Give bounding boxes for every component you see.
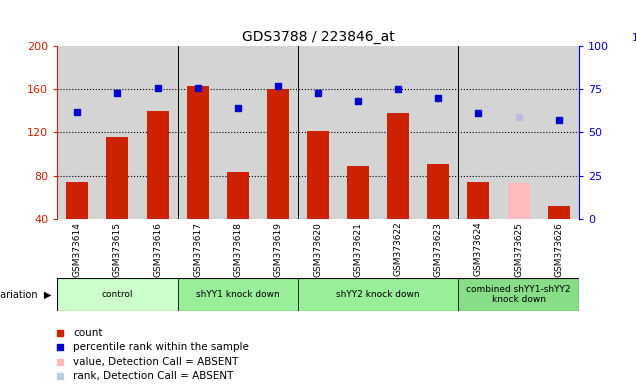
Bar — [177, 46, 218, 219]
Bar — [267, 89, 289, 219]
Text: shYY1 knock down: shYY1 knock down — [196, 290, 280, 299]
Bar — [66, 182, 88, 219]
FancyBboxPatch shape — [298, 278, 459, 311]
Bar — [258, 46, 298, 219]
Bar — [227, 172, 249, 219]
Bar — [499, 46, 539, 219]
Bar — [378, 46, 418, 219]
Text: genotype/variation  ▶: genotype/variation ▶ — [0, 290, 51, 300]
FancyBboxPatch shape — [459, 278, 579, 311]
Text: value, Detection Call = ABSENT: value, Detection Call = ABSENT — [73, 357, 238, 367]
Bar — [418, 46, 459, 219]
Text: percentile rank within the sample: percentile rank within the sample — [73, 342, 249, 353]
Bar — [347, 166, 369, 219]
Text: 100%: 100% — [632, 33, 636, 43]
Bar — [459, 46, 499, 219]
Bar — [539, 46, 579, 219]
Bar — [548, 206, 570, 219]
Text: rank, Detection Call = ABSENT: rank, Detection Call = ABSENT — [73, 371, 233, 381]
Text: combined shYY1-shYY2
knock down: combined shYY1-shYY2 knock down — [466, 285, 571, 305]
Text: shYY2 knock down: shYY2 knock down — [336, 290, 420, 299]
Bar — [186, 86, 209, 219]
Bar — [218, 46, 258, 219]
Bar — [298, 46, 338, 219]
Bar — [338, 46, 378, 219]
Bar — [467, 182, 490, 219]
Bar — [106, 137, 128, 219]
Bar — [57, 46, 97, 219]
Bar — [307, 131, 329, 219]
Text: control: control — [102, 290, 133, 299]
FancyBboxPatch shape — [57, 278, 177, 311]
Bar — [427, 164, 450, 219]
Bar — [97, 46, 137, 219]
Text: count: count — [73, 328, 102, 338]
Bar — [137, 46, 177, 219]
FancyBboxPatch shape — [177, 278, 298, 311]
Title: GDS3788 / 223846_at: GDS3788 / 223846_at — [242, 30, 394, 44]
Bar — [508, 183, 530, 219]
Bar — [146, 111, 169, 219]
Bar — [387, 113, 410, 219]
